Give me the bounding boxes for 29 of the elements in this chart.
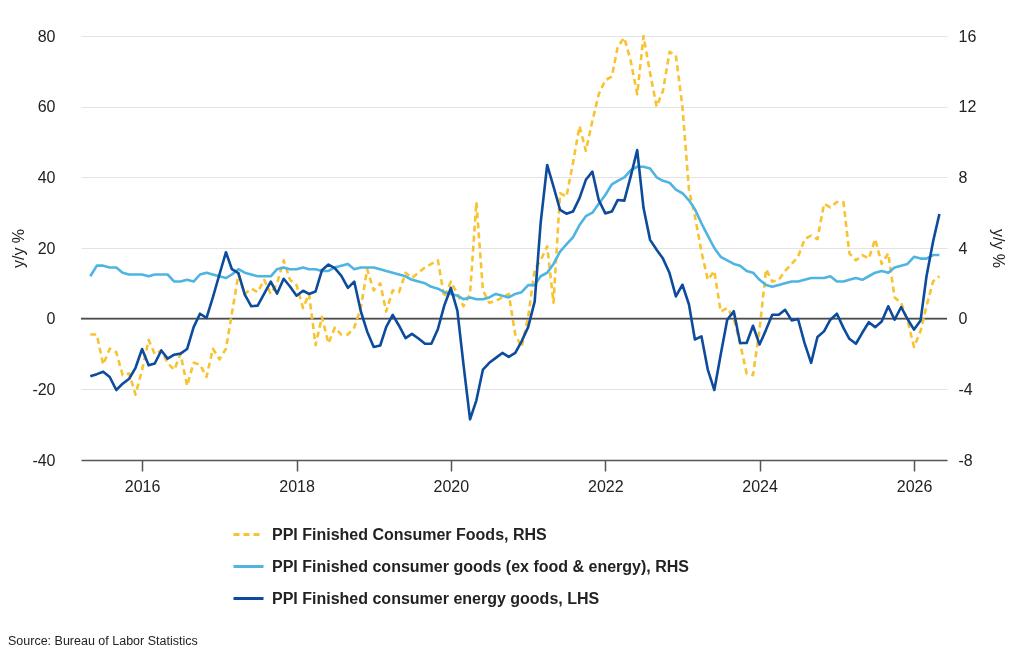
- line-series: [89, 165, 941, 301]
- y2-axis-title: y/y %: [990, 228, 1008, 269]
- x-tick-label: 2016: [124, 477, 161, 495]
- x-tick-label: 2020: [433, 477, 470, 495]
- legend-label: PPI Finished consumer energy goods, LHS: [272, 589, 600, 607]
- y2-tick-label: -8: [958, 451, 973, 469]
- y-tick-label: -20: [32, 380, 56, 398]
- x-tick-label: 2024: [742, 477, 778, 495]
- y-tick-label: 0: [46, 310, 56, 328]
- legend-label: PPI Finished consumer goods (ex food & energy), RHS: [272, 557, 690, 575]
- y2-tick-label: 12: [958, 98, 977, 116]
- y-tick-label: 80: [37, 27, 56, 45]
- y-tick-label: 60: [37, 98, 56, 116]
- y2-tick-label: 16: [958, 27, 977, 45]
- y2-tick-label: -4: [958, 380, 973, 398]
- x-tick-label: 2022: [587, 477, 624, 495]
- y2-tick-label: 4: [958, 239, 968, 257]
- y2-tick-label: 0: [958, 310, 968, 328]
- y-tick-label: 20: [37, 239, 56, 257]
- x-tick-label: 2018: [279, 477, 315, 495]
- y2-tick-label: 8: [958, 168, 968, 186]
- y-tick-label: 40: [37, 168, 56, 186]
- line-series: [89, 34, 941, 396]
- legend-label: PPI Finished Consumer Foods, RHS: [272, 525, 548, 543]
- y-axis-title: y/y %: [10, 228, 28, 269]
- line-series: [89, 148, 941, 421]
- y-tick-label: -40: [32, 451, 56, 469]
- source-note: Source: Bureau of Labor Statistics: [8, 634, 198, 649]
- x-tick-label: 2026: [896, 477, 933, 495]
